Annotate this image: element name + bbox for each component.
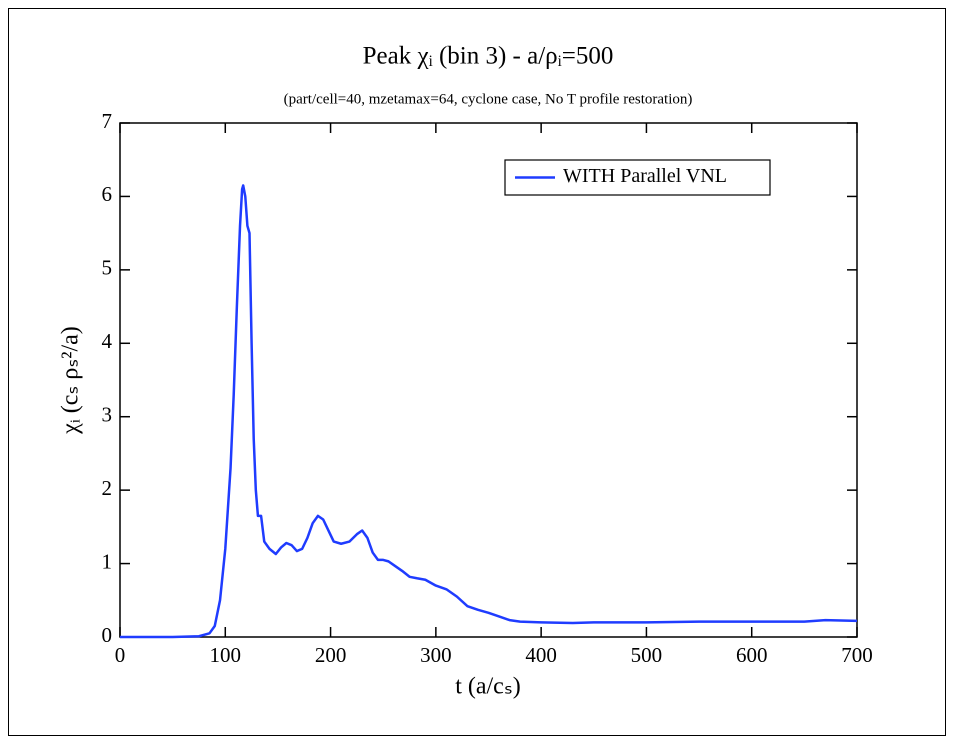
x-tick-label: 700 (841, 643, 873, 667)
chart-subtitle: (part/cell=40, mzetamax=64, cyclone case… (284, 91, 693, 107)
y-tick-label: 2 (102, 476, 113, 500)
chart-title: Peak χᵢ (bin 3) - a/ρᵢ=500 (363, 43, 614, 70)
y-axis-label: χᵢ (cₛ ρₛ²/a) (58, 326, 84, 435)
data-line (120, 184, 858, 639)
frame (8, 8, 946, 736)
x-tick-label: 100 (210, 643, 242, 667)
x-tick-label: 0 (115, 643, 126, 667)
y-tick-label: 0 (102, 623, 113, 647)
y-tick-label: 3 (102, 403, 113, 427)
legend-label: WITH Parallel VNL (563, 165, 727, 187)
y-tick-label: 1 (102, 549, 113, 573)
x-axis-label: t (a/cₛ) (455, 674, 521, 700)
plot-area (119, 122, 858, 638)
x-tick-label: 400 (525, 643, 557, 667)
x-tick-label: 600 (736, 643, 768, 667)
x-tick-label: 300 (420, 643, 452, 667)
x-tick-label: 200 (315, 643, 347, 667)
y-tick-label: 5 (102, 256, 113, 280)
y-tick-label: 7 (102, 109, 113, 133)
y-tick-label: 4 (102, 329, 113, 353)
y-tick-label: 6 (102, 182, 113, 206)
x-tick-label: 500 (631, 643, 663, 667)
